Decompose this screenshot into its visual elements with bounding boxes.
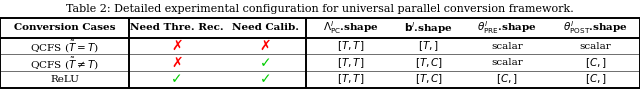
Text: scalar: scalar xyxy=(492,58,523,67)
Text: $\theta^{l}_{\mathrm{PRE}}$.shape: $\theta^{l}_{\mathrm{PRE}}$.shape xyxy=(477,20,537,36)
Text: ReLU: ReLU xyxy=(51,75,79,84)
Text: $\theta^{l}_{\mathrm{POST}}$.shape: $\theta^{l}_{\mathrm{POST}}$.shape xyxy=(563,20,628,36)
Text: scalar: scalar xyxy=(580,42,612,51)
Text: scalar: scalar xyxy=(492,42,523,51)
Text: $[T, ]$: $[T, ]$ xyxy=(419,39,440,53)
Text: ✗: ✗ xyxy=(172,56,183,70)
Text: ✓: ✓ xyxy=(260,56,271,70)
Text: Table 2: Detailed experimental configuration for universal parallel conversion f: Table 2: Detailed experimental configura… xyxy=(66,4,574,14)
Text: $\Lambda^{l}_{\mathrm{PC}}$.shape: $\Lambda^{l}_{\mathrm{PC}}$.shape xyxy=(323,20,379,36)
Text: $[T, T]$: $[T, T]$ xyxy=(337,39,364,53)
Text: Conversion Cases: Conversion Cases xyxy=(14,23,115,32)
Text: Need Thre. Rec.: Need Thre. Rec. xyxy=(130,23,224,32)
Text: $[T, C]$: $[T, C]$ xyxy=(415,56,443,70)
Text: ✗: ✗ xyxy=(260,39,271,53)
Text: $[C, ]$: $[C, ]$ xyxy=(496,73,518,86)
Text: QCFS ($\tilde{T} = T$): QCFS ($\tilde{T} = T$) xyxy=(30,38,99,54)
Text: QCFS ($\tilde{T} \neq T$): QCFS ($\tilde{T} \neq T$) xyxy=(30,55,99,71)
Text: $[T, T]$: $[T, T]$ xyxy=(337,73,364,86)
Text: Need Calib.: Need Calib. xyxy=(232,23,299,32)
Text: $[C, ]$: $[C, ]$ xyxy=(585,56,607,70)
Text: $\mathbf{b}^{l}$.shape: $\mathbf{b}^{l}$.shape xyxy=(404,20,453,36)
Text: $[T, C]$: $[T, C]$ xyxy=(415,73,443,86)
Text: ✓: ✓ xyxy=(260,72,271,86)
Text: $[C, ]$: $[C, ]$ xyxy=(585,73,607,86)
Text: $[T, T]$: $[T, T]$ xyxy=(337,56,364,70)
Text: ✓: ✓ xyxy=(172,72,183,86)
Text: ✗: ✗ xyxy=(172,39,183,53)
